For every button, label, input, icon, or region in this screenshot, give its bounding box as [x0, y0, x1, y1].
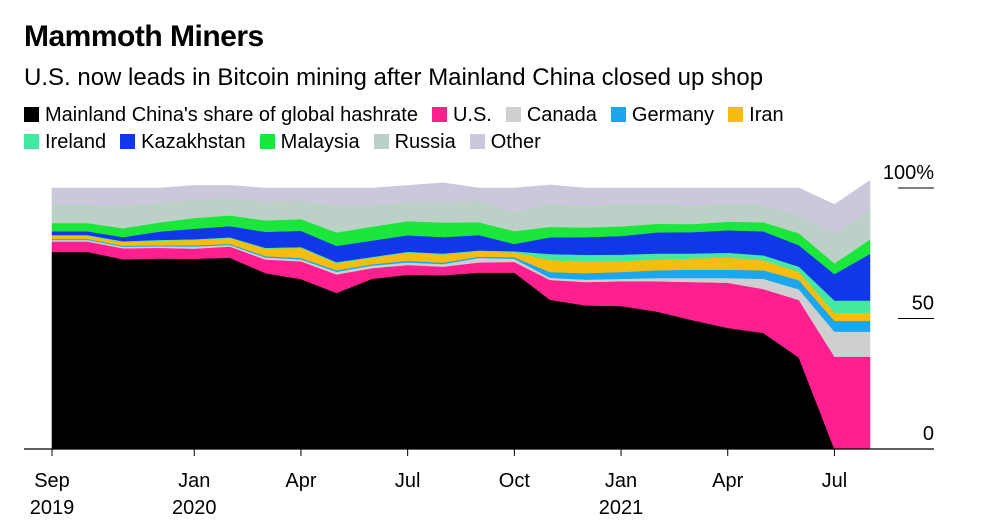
- legend-label: Iran: [749, 104, 784, 126]
- x-tick-year-label: 2019: [30, 497, 75, 519]
- x-tick-label: Jan: [178, 470, 210, 492]
- legend-swatch: [431, 107, 447, 122]
- area-other: [51, 179, 871, 235]
- plot-areas: [51, 179, 871, 450]
- legend-item-iran: Iran: [728, 102, 784, 129]
- y-tick-label: 50: [912, 293, 934, 315]
- legend-item-mainland-china-s-share-of-global-hashrate: Mainland China's share of global hashrat…: [24, 102, 418, 129]
- x-tick-label: Apr: [712, 470, 743, 492]
- legend-swatch: [610, 107, 626, 122]
- legend-label: Malaysia: [280, 131, 360, 153]
- x-axis: Sep 2019 Jan 2020 Apr Jul Oct Jan 2021 Apr Jul: [24, 448, 934, 519]
- legend-swatch: [259, 134, 275, 149]
- legend-item-canada: Canada: [505, 102, 597, 129]
- x-tick-label: Apr: [285, 470, 316, 492]
- legend-label: Other: [490, 131, 541, 153]
- legend-item-malaysia: Malaysia: [259, 129, 360, 156]
- legend-label: Kazakhstan: [141, 131, 246, 153]
- x-tick-label: Oct: [499, 470, 531, 492]
- legend-swatch: [469, 134, 485, 149]
- legend-label: U.S.: [452, 104, 492, 126]
- legend-swatch: [373, 134, 389, 149]
- y-tick-label: 100%: [883, 162, 934, 184]
- legend-swatch: [24, 107, 39, 122]
- legend-label: Ireland: [45, 131, 107, 153]
- x-tick-year-label: 2020: [172, 497, 217, 519]
- x-tick-label: Sep: [34, 470, 70, 492]
- legend-item-russia: Russia: [373, 129, 456, 156]
- chart-title: Mammoth Miners: [24, 20, 264, 53]
- legend-row: Ireland Kazakhstan Malaysia Russia Other: [24, 129, 924, 156]
- legend-swatch: [120, 134, 136, 149]
- chart-subtitle: U.S. now leads in Bitcoin mining after M…: [24, 64, 764, 91]
- y-axis: 0 50 100%: [883, 162, 934, 450]
- legend-swatch: [728, 107, 744, 122]
- x-tick-label: Jan: [605, 470, 637, 492]
- legend-item-other: Other: [469, 129, 541, 156]
- legend-item-germany: Germany: [610, 102, 715, 129]
- legend-label: Russia: [394, 131, 456, 153]
- x-tick-year-label: 2021: [599, 497, 644, 519]
- x-tick-label: Jul: [395, 470, 421, 492]
- legend-item-u-s: U.S.: [431, 102, 492, 129]
- legend-item-kazakhstan: Kazakhstan: [120, 129, 246, 156]
- x-tick-label: Jul: [822, 470, 848, 492]
- y-tick-label: 0: [923, 423, 934, 445]
- legend-row: Mainland China's share of global hashrat…: [24, 102, 924, 129]
- legend-item-ireland: Ireland: [24, 129, 106, 156]
- legend-swatch: [505, 107, 521, 122]
- legend-label: Canada: [526, 104, 597, 126]
- legend-swatch: [24, 134, 39, 149]
- legend-label: Mainland China's share of global hashrat…: [45, 104, 418, 126]
- legend: Mainland China's share of global hashrat…: [24, 102, 924, 156]
- legend-label: Germany: [631, 104, 715, 126]
